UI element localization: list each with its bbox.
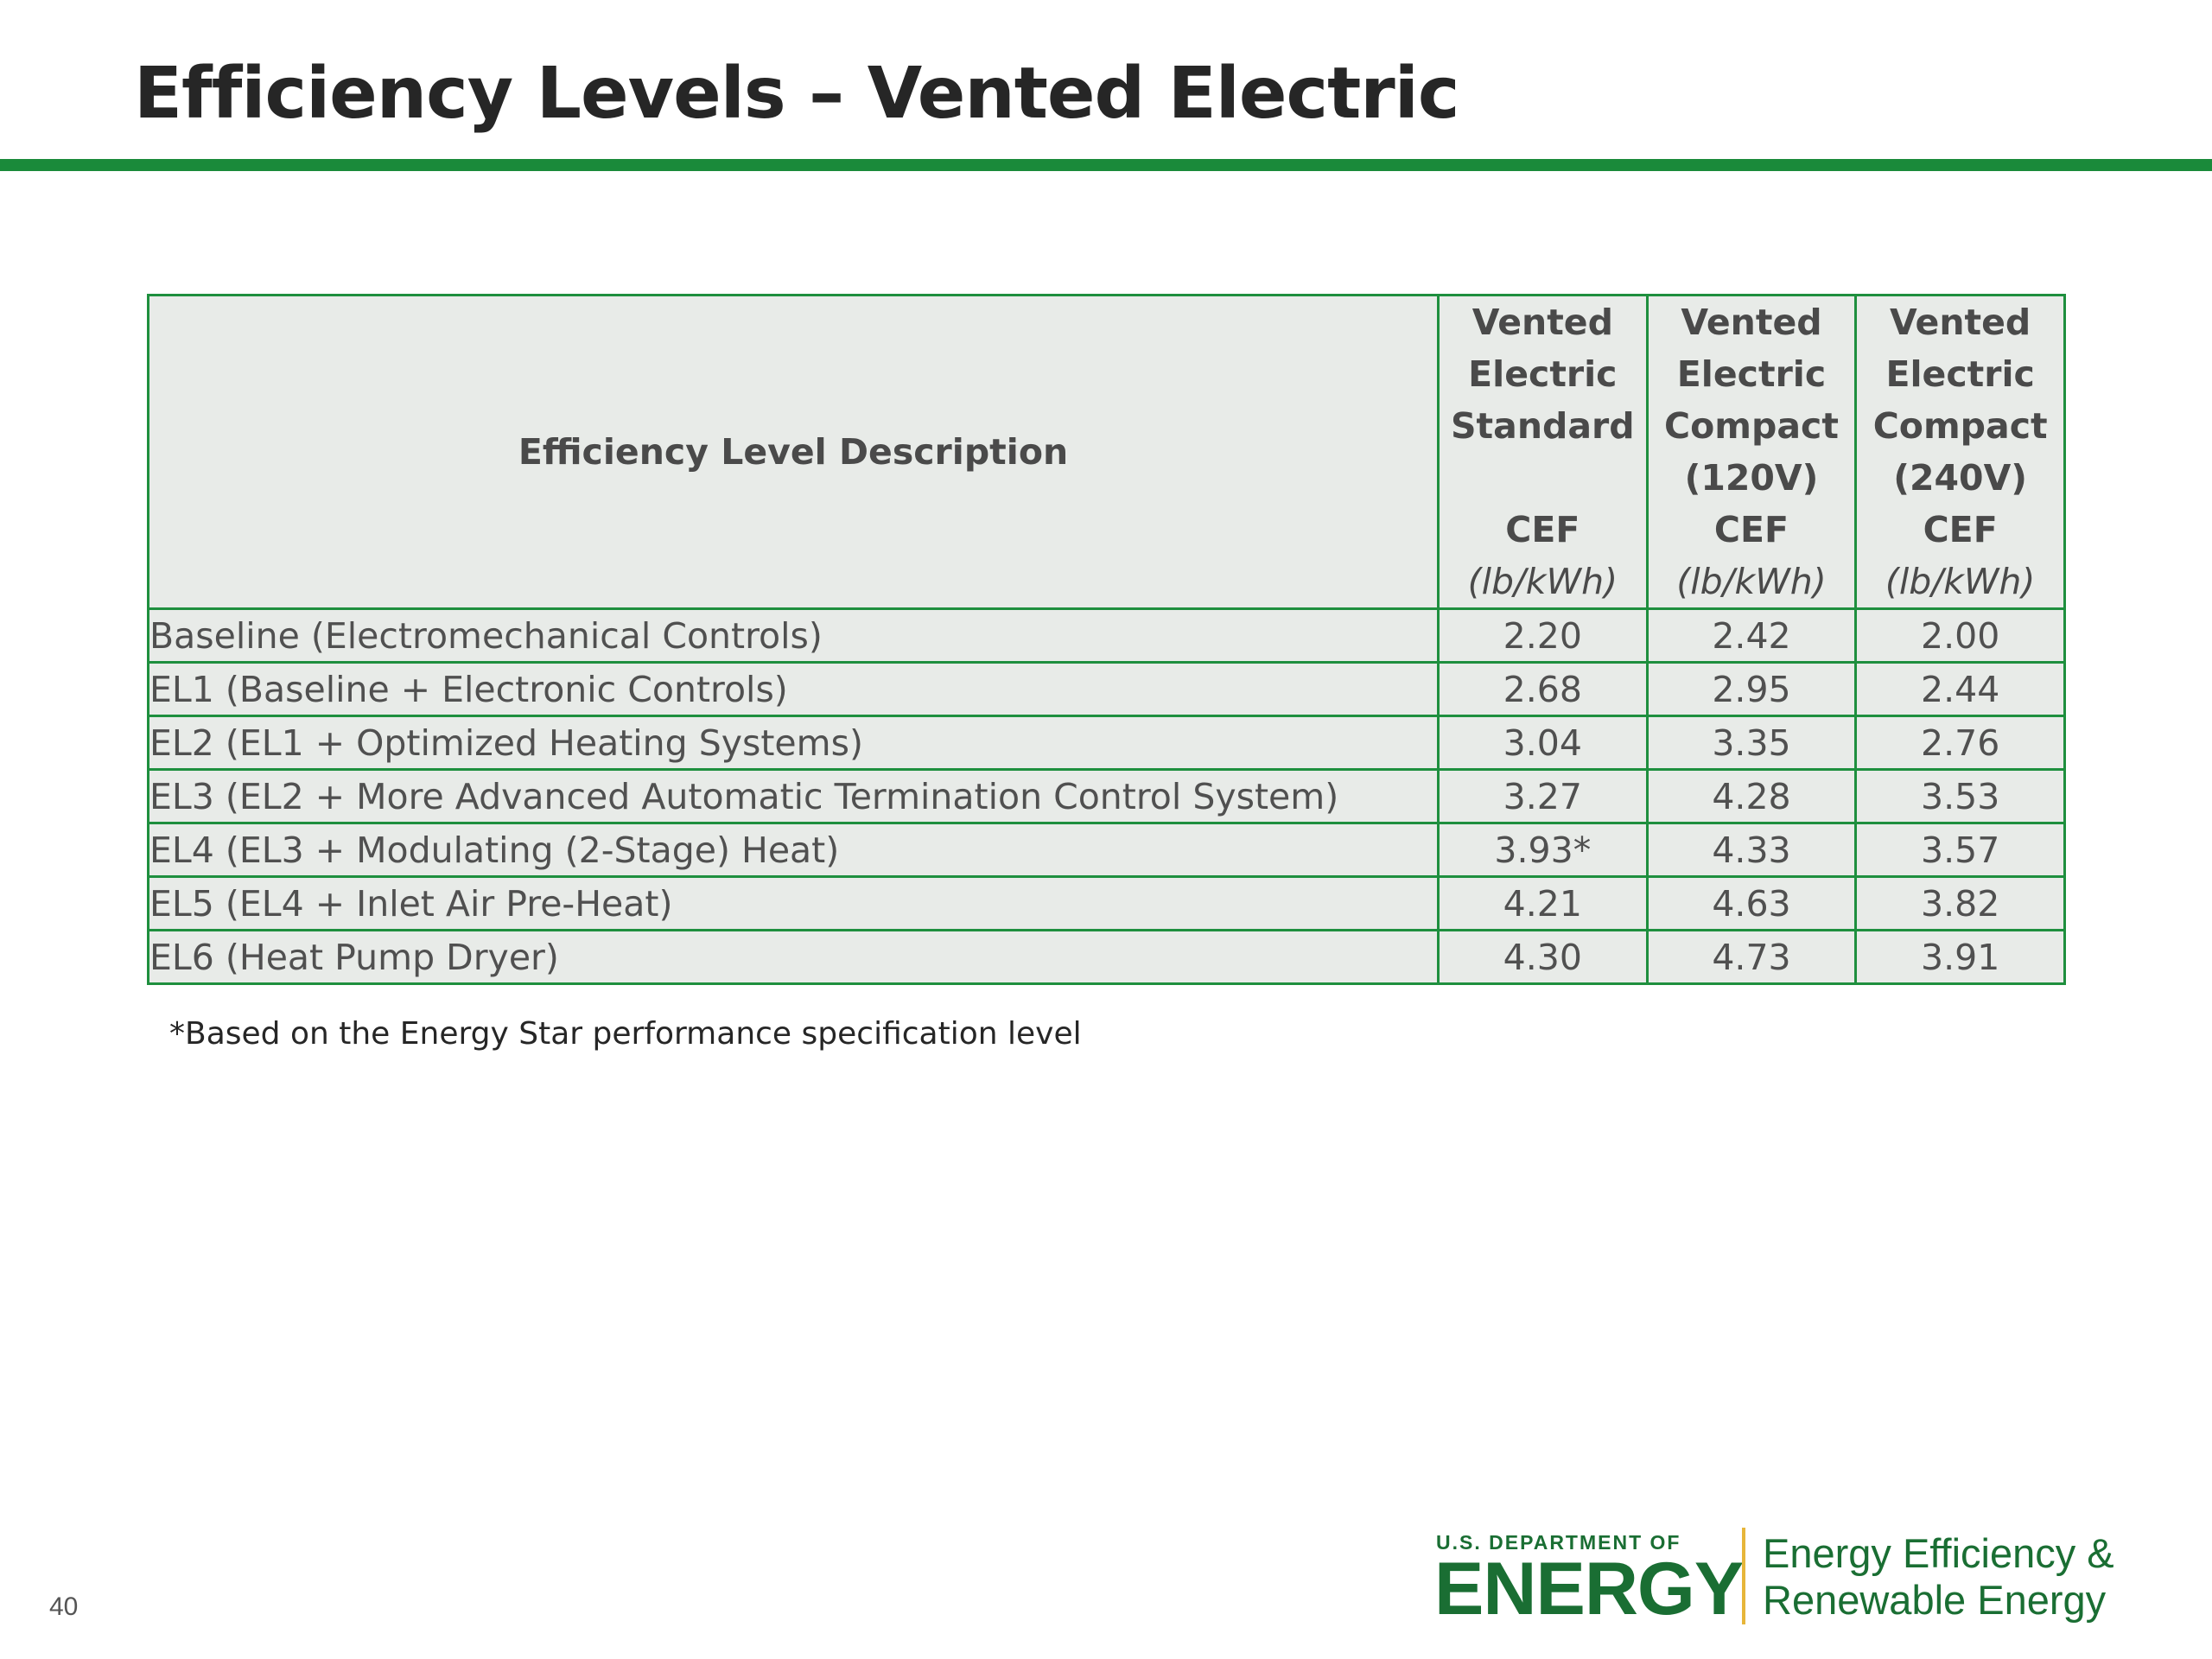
header-column-line: Vented (1681, 302, 1822, 343)
row-cef-value: 2.95 (1645, 661, 1858, 717)
row-cef-value: 3.53 (1854, 768, 2066, 824)
row-description: EL4 (EL3 + Modulating (2-Stage) Heat) (147, 822, 1440, 878)
row-cef-value: 4.63 (1645, 875, 1858, 931)
table-row: EL2 (EL1 + Optimized Heating Systems) 3.0… (147, 715, 2066, 771)
row-cef-value: 4.33 (1645, 822, 1858, 878)
row-cef-value: 2.42 (1645, 607, 1858, 664)
row-cef-value: 2.68 (1437, 661, 1649, 717)
logo-agency-name: ENERGY (1434, 1548, 1744, 1630)
logo-office-line-1: Energy Efficiency & (1763, 1530, 2114, 1576)
header-column-line: Electric (1676, 353, 1827, 395)
row-cef-value: 2.20 (1437, 607, 1649, 664)
slide-title: Efficiency Levels – Vented Electric (134, 53, 1459, 135)
doe-eere-logo: U.S. DEPARTMENT OF ENERGY Energy Efficie… (1434, 1528, 2114, 1631)
header-unit: (lb/kWh) (1676, 561, 1827, 602)
row-description: EL3 (EL2 + More Advanced Automatic Termi… (147, 768, 1440, 824)
table-row: Baseline (Electromechanical Controls) 2.2… (147, 607, 2066, 664)
table-row: EL6 (Heat Pump Dryer) 4.30 4.73 3.91 (147, 929, 2066, 985)
row-cef-value: 3.35 (1645, 715, 1858, 771)
header-metric: CEF (1713, 509, 1789, 550)
row-cef-value: 4.21 (1437, 875, 1649, 931)
row-cef-value: 4.30 (1437, 929, 1649, 985)
table-body: Baseline (Electromechanical Controls) 2.2… (147, 607, 2066, 985)
row-cef-value: 2.00 (1854, 607, 2066, 664)
header-column-line: Electric (1885, 353, 2035, 395)
header-column-line: Vented (1890, 302, 2031, 343)
logo-agency-line: U.S. DEPARTMENT OF (1436, 1531, 1681, 1554)
table-row: EL1 (Baseline + Electronic Controls) 2.68… (147, 661, 2066, 717)
row-description: Baseline (Electromechanical Controls) (147, 607, 1440, 664)
logo-divider (1742, 1528, 1745, 1624)
header-unit: (lb/kWh) (1467, 561, 1618, 602)
row-cef-value: 4.28 (1645, 768, 1858, 824)
header-description: Efficiency Level Description (147, 294, 1440, 610)
header-column: Vented Electric Compact (240V) CEF (lb/kWh) (1854, 294, 2066, 610)
header-metric: CEF (1505, 509, 1580, 550)
row-cef-value: 3.27 (1437, 768, 1649, 824)
row-cef-value: 2.76 (1854, 715, 2066, 771)
row-cef-value: 3.93* (1437, 822, 1649, 878)
table-header-row: Efficiency Level Description Vented Elect… (147, 294, 2066, 610)
header-column: Vented Electric Compact (120V) CEF (lb/kWh) (1645, 294, 1858, 610)
header-unit: (lb/kWh) (1885, 561, 2036, 602)
header-column-line: Vented (1471, 302, 1613, 343)
row-cef-value: 4.73 (1645, 929, 1858, 985)
header-column: Vented Electric Standard CEF (lb/kWh) (1437, 294, 1649, 610)
header-column-line: Electric (1468, 353, 1618, 395)
header-column-line: (240V) (1893, 457, 2028, 499)
row-cef-value: 3.57 (1854, 822, 2066, 878)
row-description: EL2 (EL1 + Optimized Heating Systems) (147, 715, 1440, 771)
table-row: EL5 (EL4 + Inlet Air Pre-Heat) 4.21 4.63 3.… (147, 875, 2066, 931)
row-cef-value: 3.04 (1437, 715, 1649, 771)
table-row: EL3 (EL2 + More Advanced Automatic Termi… (147, 768, 2066, 824)
header-column-line: (120V) (1684, 457, 1819, 499)
row-cef-value: 3.91 (1854, 929, 2066, 985)
table-row: EL4 (EL3 + Modulating (2-Stage) Heat) 3.9… (147, 822, 2066, 878)
header-column-line: Standard (1451, 405, 1635, 447)
header-spacer (1440, 452, 1646, 504)
row-cef-value: 3.82 (1854, 875, 2066, 931)
row-cef-value: 2.44 (1854, 661, 2066, 717)
row-description: EL5 (EL4 + Inlet Air Pre-Heat) (147, 875, 1440, 931)
page-number: 40 (49, 1592, 79, 1621)
row-description: EL1 (Baseline + Electronic Controls) (147, 661, 1440, 717)
header-column-line: Compact (1664, 405, 1839, 447)
header-column-line: Compact (1872, 405, 2048, 447)
efficiency-levels-table: Efficiency Level Description Vented Elect… (147, 294, 2066, 985)
header-metric: CEF (1923, 509, 1998, 550)
logo-office-line-2: Renewable Energy (1763, 1577, 2107, 1623)
row-description: EL6 (Heat Pump Dryer) (147, 929, 1440, 985)
footnote: *Based on the Energy Star performance sp… (169, 1016, 1082, 1052)
title-rule (0, 159, 2212, 171)
